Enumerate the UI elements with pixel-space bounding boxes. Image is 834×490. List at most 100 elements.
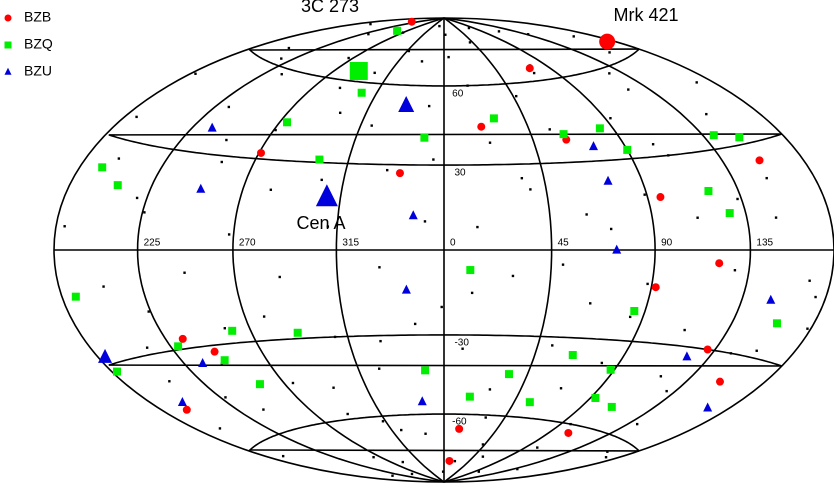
background-source bbox=[488, 141, 492, 144]
source-marker bbox=[178, 334, 187, 343]
background-source bbox=[551, 344, 554, 347]
background-source bbox=[269, 188, 273, 191]
background-source bbox=[194, 72, 197, 75]
source-marker bbox=[71, 292, 80, 301]
background-source bbox=[220, 160, 223, 164]
background-source bbox=[424, 432, 427, 435]
background-source bbox=[606, 450, 609, 453]
background-source bbox=[526, 33, 530, 36]
background-source bbox=[520, 176, 524, 180]
source-marker bbox=[564, 428, 573, 437]
background-source bbox=[814, 295, 817, 299]
source-marker bbox=[395, 169, 404, 178]
annotation: Cen A bbox=[296, 213, 345, 233]
background-source bbox=[736, 197, 739, 201]
background-source bbox=[572, 35, 575, 38]
background-source bbox=[333, 335, 337, 339]
background-source bbox=[427, 104, 431, 108]
lat-tick-label: 30 bbox=[454, 168, 466, 179]
background-source bbox=[604, 456, 608, 459]
background-source bbox=[696, 216, 699, 219]
background-source bbox=[63, 225, 66, 228]
source-marker bbox=[398, 96, 415, 113]
background-source bbox=[627, 88, 630, 91]
background-source bbox=[536, 446, 539, 449]
background-source bbox=[143, 211, 146, 214]
background-source bbox=[420, 60, 424, 63]
source-marker bbox=[595, 124, 604, 133]
background-source bbox=[559, 387, 563, 390]
background-source bbox=[765, 176, 768, 180]
source-marker bbox=[599, 33, 616, 50]
background-source bbox=[608, 51, 611, 54]
background-source bbox=[223, 327, 226, 330]
background-source bbox=[369, 22, 372, 26]
source-marker bbox=[703, 345, 712, 354]
background-source bbox=[466, 84, 469, 87]
source-marker bbox=[465, 392, 474, 401]
source-marker bbox=[445, 456, 454, 465]
background-source bbox=[346, 412, 349, 416]
background-source bbox=[659, 375, 663, 378]
source-marker bbox=[623, 145, 632, 154]
source-marker bbox=[198, 357, 208, 367]
source-marker bbox=[293, 328, 302, 337]
background-source bbox=[515, 94, 518, 98]
background-source bbox=[461, 347, 464, 350]
background-source bbox=[274, 128, 277, 132]
background-source bbox=[683, 328, 686, 332]
parallel bbox=[108, 133, 782, 166]
source-marker bbox=[407, 17, 416, 26]
source-marker bbox=[357, 88, 366, 97]
background-source bbox=[102, 285, 105, 288]
source-marker bbox=[228, 326, 237, 335]
source-marker bbox=[4, 14, 12, 22]
background-source bbox=[370, 124, 373, 127]
background-source bbox=[227, 233, 231, 236]
parallel bbox=[247, 413, 640, 452]
source-marker bbox=[210, 347, 219, 356]
source-marker bbox=[591, 393, 600, 402]
source-marker bbox=[725, 209, 734, 218]
source-marker bbox=[709, 131, 718, 140]
background-source bbox=[183, 271, 186, 274]
background-source bbox=[529, 188, 532, 191]
background-source bbox=[589, 302, 592, 305]
source-marker bbox=[4, 67, 12, 75]
background-source bbox=[695, 81, 698, 84]
source-marker bbox=[282, 118, 291, 127]
source-marker bbox=[715, 259, 724, 268]
source-marker bbox=[504, 370, 513, 379]
background-source bbox=[147, 310, 150, 313]
background-source bbox=[729, 352, 733, 355]
background-source bbox=[467, 26, 471, 30]
background-source bbox=[278, 275, 281, 279]
source-marker bbox=[420, 133, 429, 142]
background-source bbox=[635, 422, 639, 426]
background-source bbox=[135, 115, 138, 119]
annotation: 3C 273 bbox=[301, 0, 359, 16]
legend-label: BZB bbox=[24, 9, 51, 25]
background-source bbox=[224, 396, 227, 399]
background-source bbox=[413, 322, 417, 326]
background-source bbox=[438, 24, 441, 28]
parallel bbox=[108, 334, 782, 367]
background-source bbox=[665, 389, 668, 393]
background-source bbox=[168, 380, 171, 383]
source-marker bbox=[220, 356, 229, 365]
lon-tick-label: 0 bbox=[450, 238, 456, 249]
background-source bbox=[497, 30, 501, 33]
source-marker bbox=[612, 244, 622, 254]
lon-tick-label: 225 bbox=[144, 238, 161, 249]
background-source bbox=[609, 227, 613, 231]
lon-tick-label: 45 bbox=[558, 238, 570, 249]
source-marker bbox=[417, 396, 427, 406]
background-source bbox=[470, 291, 474, 295]
source-marker bbox=[766, 294, 776, 304]
background-source bbox=[808, 279, 811, 282]
source-marker bbox=[174, 342, 183, 351]
source-marker bbox=[349, 61, 368, 80]
background-source bbox=[646, 282, 649, 286]
source-marker bbox=[196, 183, 206, 193]
